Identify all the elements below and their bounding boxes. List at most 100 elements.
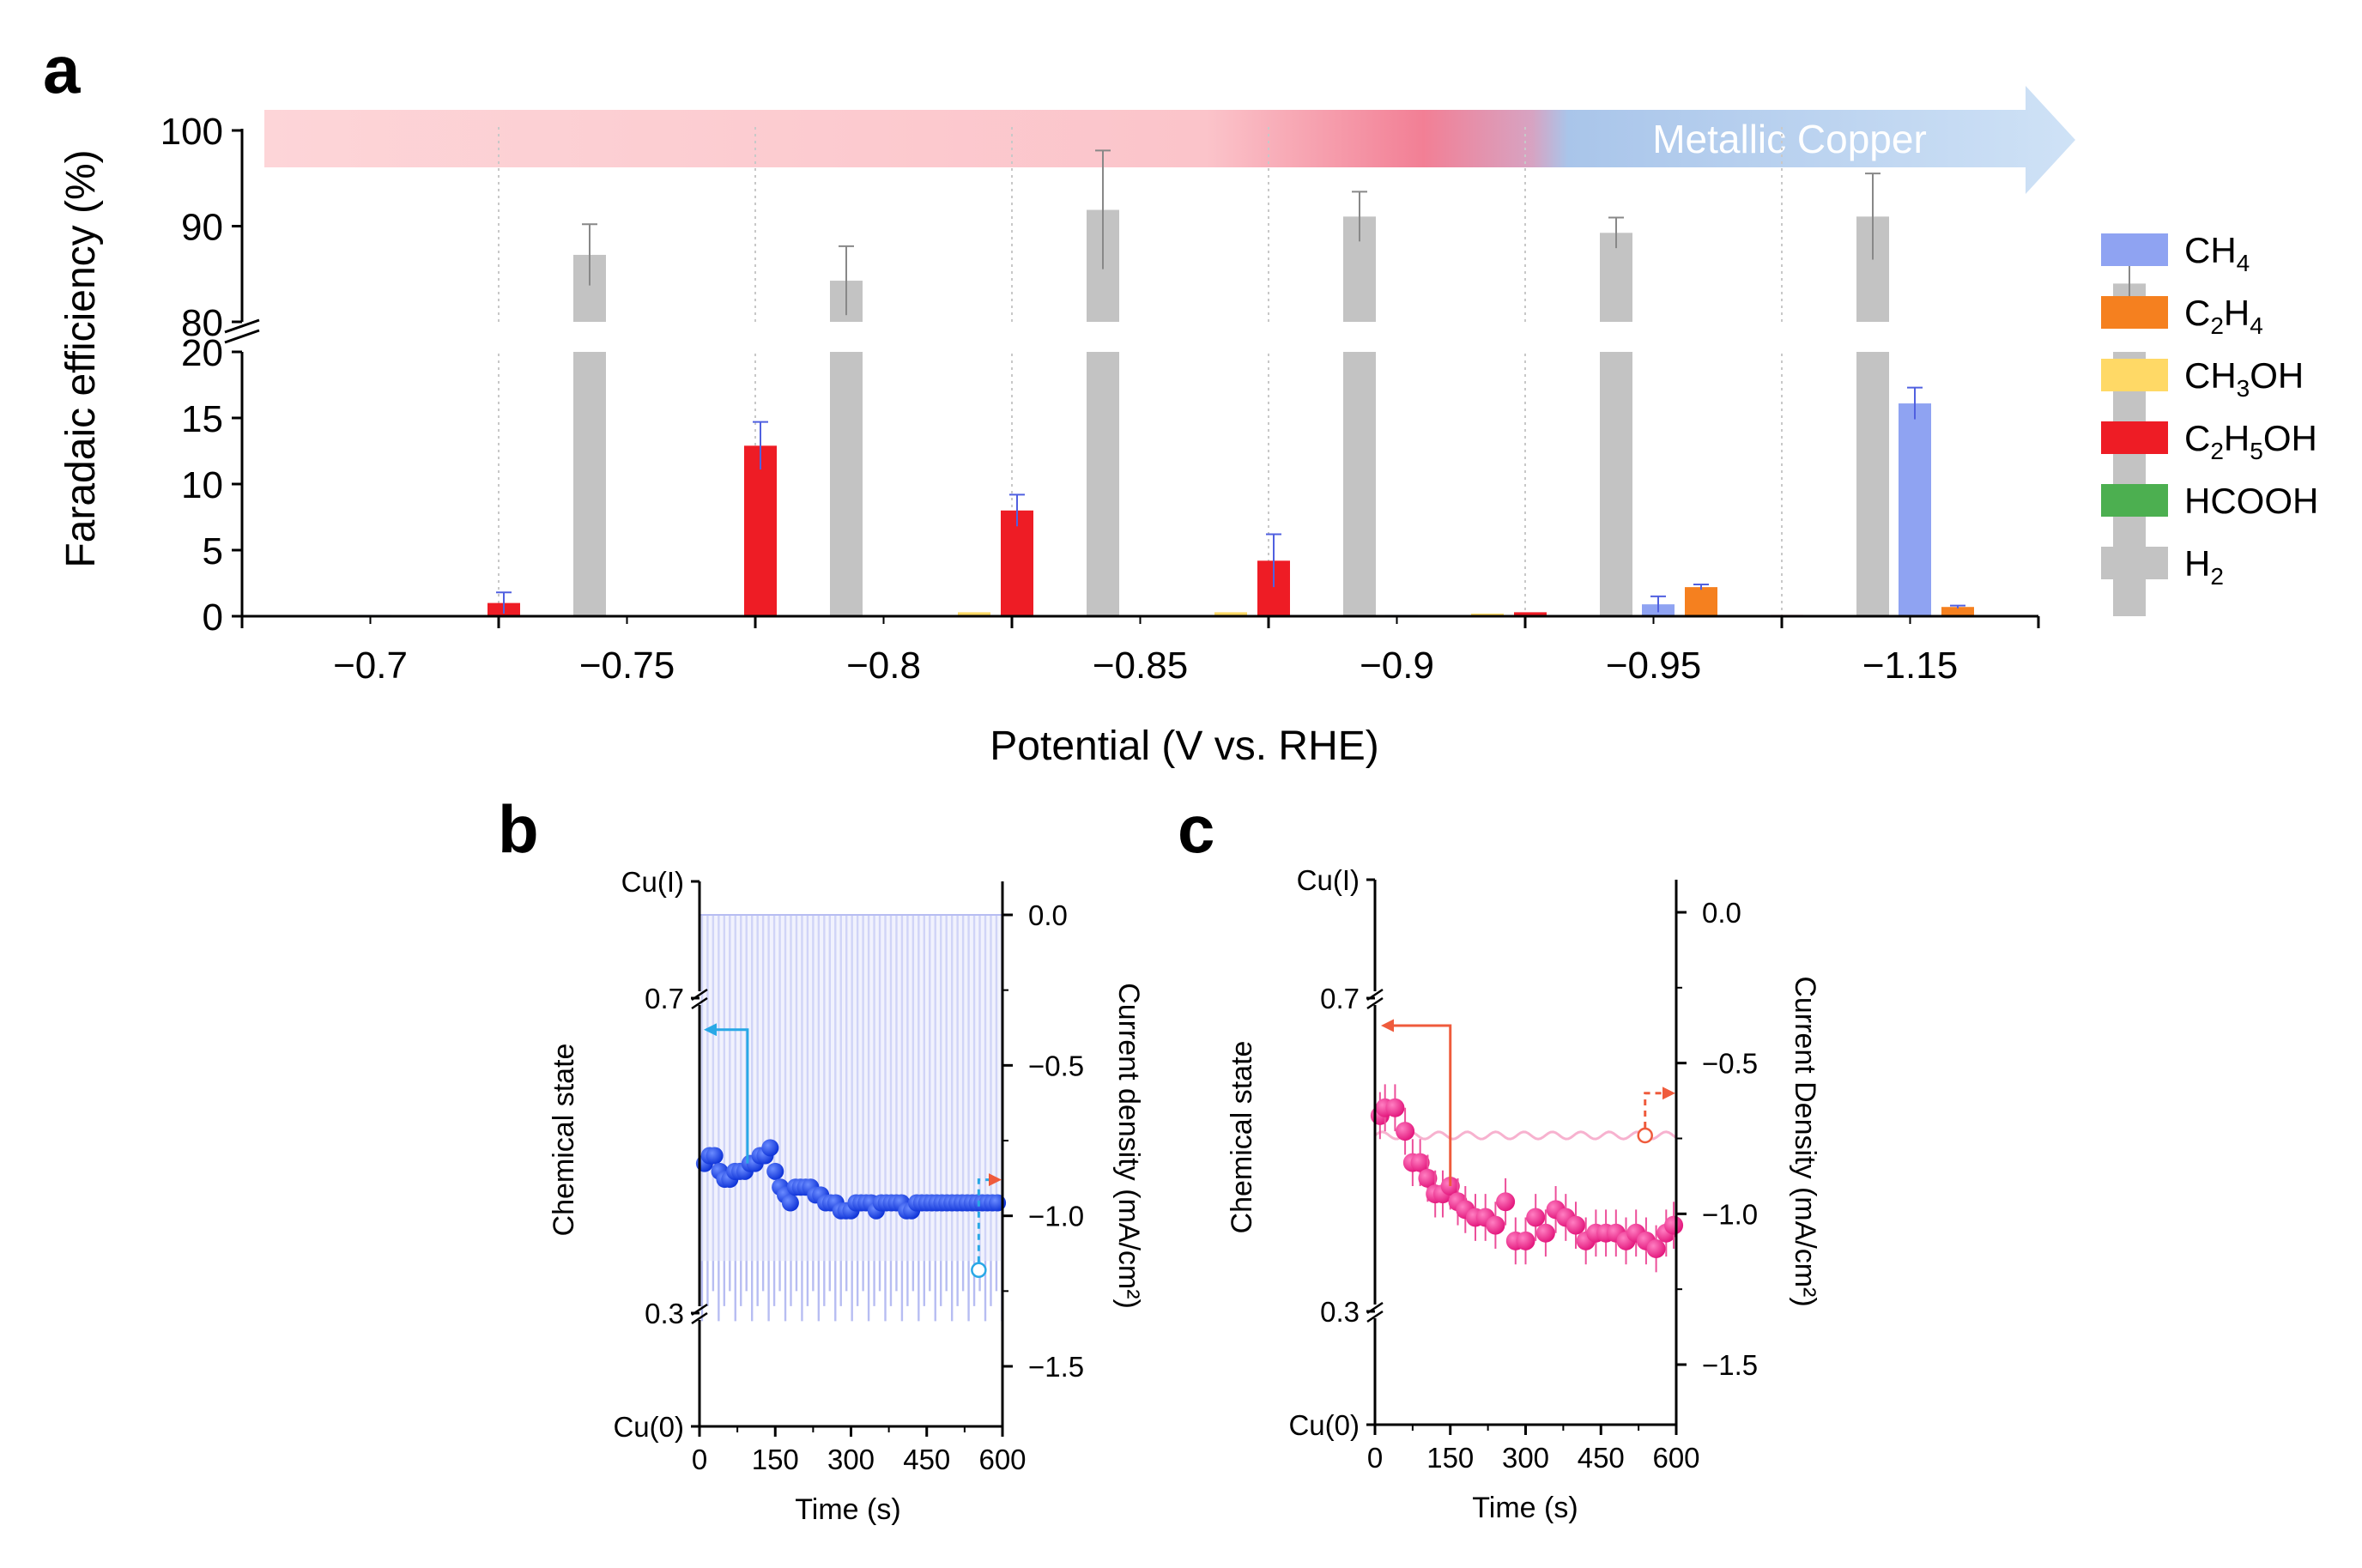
legend-label-ch3oh: CH3OH: [2184, 355, 2304, 402]
legend-label-c2h4: C2H4: [2184, 293, 2263, 339]
legend-swatch-ch4: [2101, 233, 2168, 266]
banner-arrow-shape: [264, 86, 2075, 194]
y-tick-label: 80: [181, 302, 223, 344]
chem-state-point: [766, 1162, 784, 1180]
legend-swatch-h2: [2101, 547, 2168, 579]
bar-c2h5oh: [744, 445, 777, 616]
x-tick-label: −1.15: [1862, 645, 1958, 687]
bars: [243, 149, 2146, 616]
bar-c2h5oh: [1001, 510, 1033, 616]
chem-state-point: [1496, 1192, 1516, 1212]
left-tick-label: Cu(0): [613, 1411, 684, 1443]
legend-swatch-hcooh: [2101, 484, 2168, 517]
chem-state-point: [781, 1194, 799, 1212]
chem-state-point: [1664, 1215, 1684, 1235]
left-tick-label: 0.7: [645, 983, 684, 1014]
y-tick-label: 15: [181, 398, 223, 440]
left-tick-label: Cu(I): [621, 866, 684, 898]
bar-ch4: [1899, 403, 1931, 616]
x-tick-label: 600: [978, 1444, 1026, 1475]
panel-b: b Cu(I) 0.7 0.3 Cu(0) 0.0 −0.5 −1.0 −1.5 0 150 300…: [498, 791, 1145, 1526]
x-tick-label: −0.7: [333, 645, 408, 687]
left-tick-label: 0.7: [1320, 983, 1360, 1014]
chem-state-point: [1396, 1122, 1415, 1141]
chem-state-point: [1535, 1223, 1555, 1243]
chem-state-point: [1410, 1153, 1430, 1172]
chem-state-point: [1385, 1098, 1405, 1117]
chem-state-point: [1646, 1239, 1666, 1258]
x-tick-label: −0.8: [846, 645, 921, 687]
chem-state-point: [761, 1139, 779, 1157]
bar-h2-lower: [1343, 352, 1376, 616]
x-tick-label: 150: [752, 1444, 799, 1475]
right-tick-label: 0.0: [1702, 897, 1741, 929]
x-tick-label: 600: [1652, 1442, 1699, 1474]
banner-text: Metallic Copper: [1652, 117, 1927, 161]
legend-label-ch4: CH4: [2184, 230, 2250, 276]
bar-h2-lower: [573, 352, 606, 616]
y-tick-label: 5: [203, 530, 223, 572]
panel-b-x-axis-label: Time (s): [795, 1493, 900, 1526]
y-tick-label: 100: [160, 111, 223, 153]
chem-state-point: [706, 1147, 724, 1165]
y-tick-label: 20: [181, 332, 223, 374]
legend-label-h2: H2: [2184, 543, 2224, 590]
x-tick-label: −0.95: [1606, 645, 1701, 687]
legend-swatch-ch3oh: [2101, 359, 2168, 391]
right-axis-indicator-marker: [1637, 1127, 1653, 1144]
bar-h2-lower: [1600, 352, 1632, 616]
axis-break-mark: [224, 318, 260, 344]
x-tick-label: 450: [903, 1444, 950, 1475]
legend-swatch-c2h5oh: [2101, 421, 2168, 454]
y-tick-label: 90: [181, 207, 223, 249]
bar-c2h5oh: [1514, 612, 1547, 616]
bar-h2-lower: [1087, 352, 1119, 616]
category-dividers: [498, 127, 1783, 616]
left-tick-label: Cu(0): [1288, 1409, 1360, 1441]
x-tick-label: 300: [1502, 1442, 1549, 1474]
legend-label-hcooh: HCOOH: [2184, 481, 2318, 521]
x-tick-label: 300: [827, 1444, 875, 1475]
chem-state-point: [1526, 1208, 1546, 1227]
right-tick-label: −1.5: [1702, 1349, 1758, 1381]
right-tick-label: −1.5: [1028, 1351, 1084, 1383]
y-axis-label: Faradaic efficiency (%): [58, 149, 104, 567]
chem-state-point: [1418, 1168, 1438, 1188]
metallic-copper-banner: Metallic Copper: [264, 86, 2075, 194]
legend-swatch-c2h4: [2101, 296, 2168, 329]
bar-c2h4: [1685, 587, 1717, 616]
y-tick-label: 10: [181, 464, 223, 506]
x-tick-label: −0.9: [1360, 645, 1434, 687]
y-tick-label: 0: [203, 596, 223, 639]
x-axis-label: Potential (V vs. RHE): [990, 723, 1378, 769]
legend-label-c2h5oh: C2H5OH: [2184, 418, 2317, 464]
right-axis-indicator-arrow: [977, 1173, 1002, 1262]
x-tick-label: 450: [1578, 1442, 1625, 1474]
left-tick-label: Cu(I): [1297, 864, 1360, 896]
x-tick-label: −0.85: [1093, 645, 1188, 687]
x-tick-label: 0: [1367, 1442, 1383, 1474]
x-tick-label: 150: [1426, 1442, 1474, 1474]
x-tick-label: 0: [692, 1444, 707, 1475]
panel-c-left-axis-label: Chemical state: [1226, 1041, 1258, 1234]
panel-b-label: b: [498, 791, 539, 867]
axis-break-gap: [243, 322, 2039, 352]
panel-c-plot: Cu(I) 0.7 0.3 Cu(0) 0.0 −0.5 −1.0 −1.5 0 150 300 45…: [1288, 864, 1758, 1474]
bar-ch3oh: [958, 612, 990, 616]
current-density-line: [1374, 1130, 1677, 1141]
right-axis-indicator-marker: [971, 1262, 987, 1279]
right-tick-label: −0.5: [1702, 1048, 1758, 1080]
right-tick-label: −1.0: [1028, 1201, 1084, 1232]
right-tick-label: 0.0: [1028, 899, 1068, 931]
bar-ch3oh: [1471, 613, 1504, 616]
left-axis-indicator-arrow: [1381, 1019, 1452, 1186]
panel-c-right-axis-label: Current Density (mA/cm²): [1789, 976, 1821, 1306]
right-tick-label: −1.0: [1702, 1198, 1758, 1230]
right-axis-indicator-arrow: [1644, 1087, 1675, 1128]
left-tick-label: 0.3: [645, 1298, 684, 1329]
panel-c-label: c: [1178, 791, 1214, 867]
panel-c: c Cu(I) 0.7 0.3 Cu(0) 0.0 −0.5 −1.0 −1.5 0 150 300…: [1178, 791, 1821, 1524]
